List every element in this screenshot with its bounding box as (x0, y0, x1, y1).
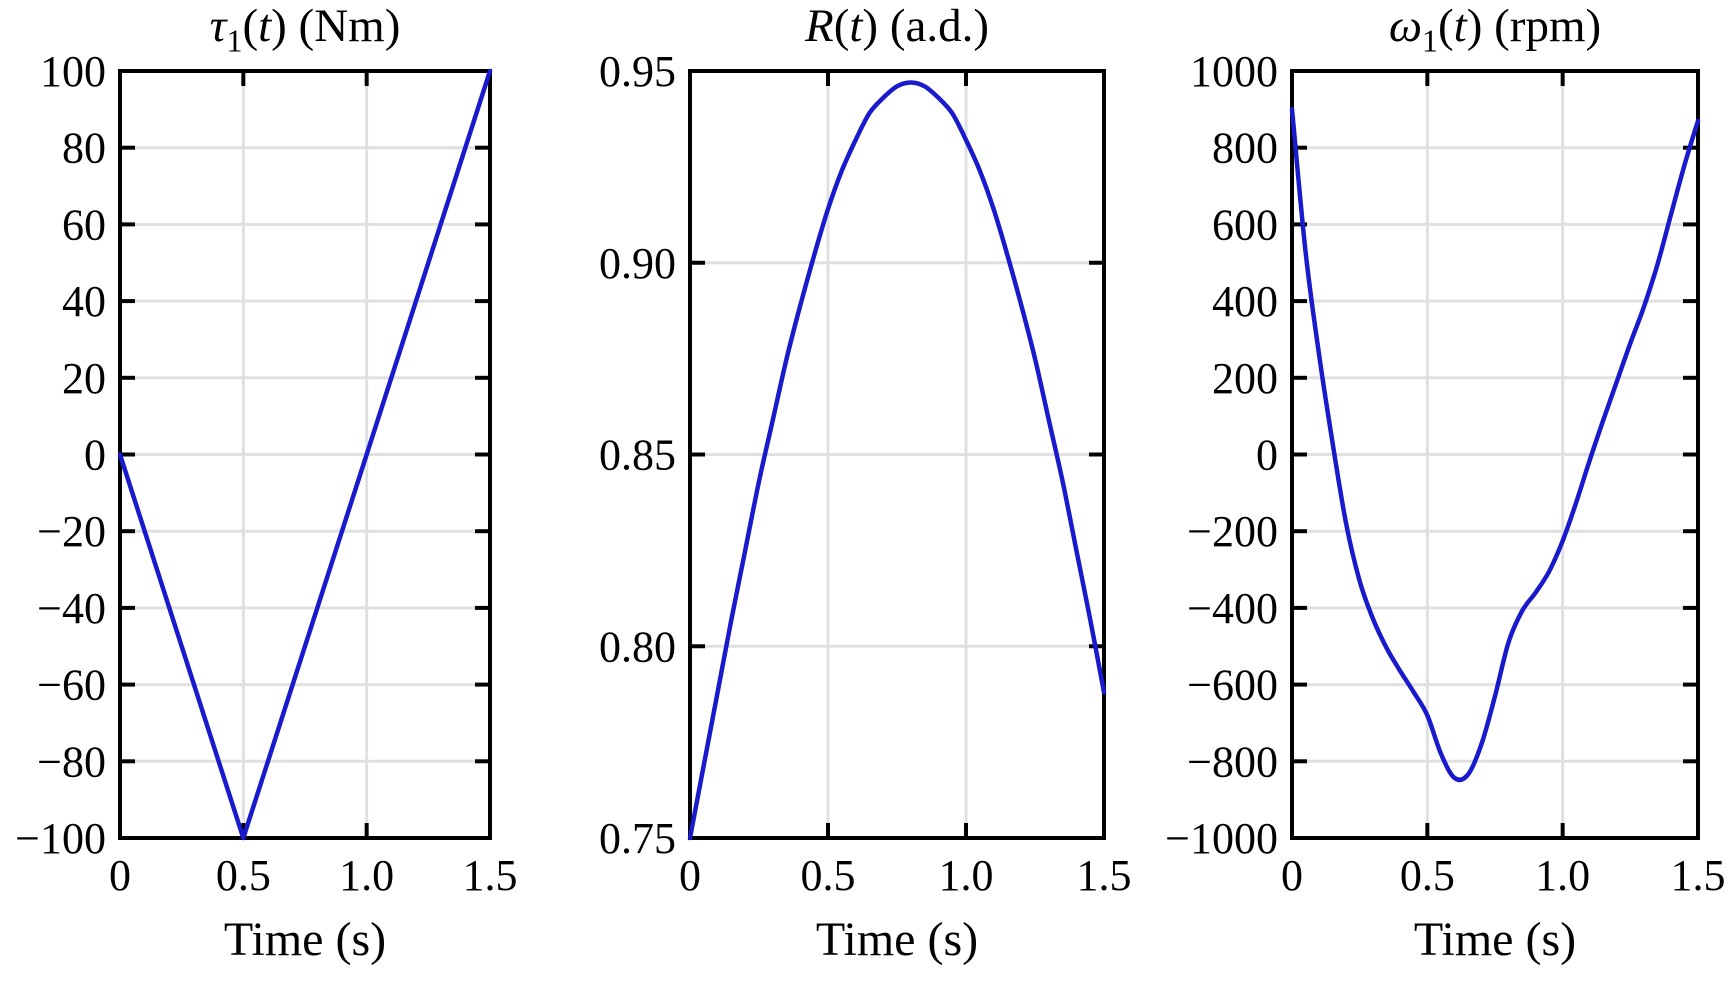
svg-text:0.5: 0.5 (1400, 851, 1455, 900)
tau1-gridlines (120, 71, 490, 838)
svg-text:−1000: −1000 (1165, 814, 1278, 863)
svg-text:60: 60 (62, 200, 106, 249)
svg-text:1.5: 1.5 (1077, 851, 1132, 900)
svg-text:−40: −40 (37, 584, 106, 633)
svg-text:−800: −800 (1187, 737, 1278, 786)
svg-text:40: 40 (62, 277, 106, 326)
plot1-title: τ1(t) (Nm) (209, 0, 401, 59)
svg-text:1.0: 1.0 (939, 851, 994, 900)
svg-text:0.75: 0.75 (599, 814, 676, 863)
svg-text:−60: −60 (37, 661, 106, 710)
svg-text:0.5: 0.5 (216, 851, 271, 900)
tau1-x-tick-labels: 0 0.5 1.0 1.5 (109, 851, 518, 900)
svg-text:−80: −80 (37, 737, 106, 786)
R-x-tick-labels: 0 0.5 1.0 1.5 (679, 851, 1132, 900)
plot2-x-axis-label: Time (s) (815, 913, 979, 966)
svg-text:0.5: 0.5 (801, 851, 856, 900)
svg-text:1.0: 1.0 (339, 851, 394, 900)
svg-text:400: 400 (1212, 277, 1278, 326)
svg-text:−20: −20 (37, 507, 106, 556)
svg-text:−100: −100 (15, 814, 106, 863)
svg-text:0: 0 (1281, 851, 1303, 900)
tau1-y-tick-labels: 100 80 60 40 20 0 −20 −40 −60 −80 −100 (15, 47, 106, 863)
plot2-title: R(t) (a.d.) (804, 0, 989, 52)
svg-text:100: 100 (40, 47, 106, 96)
svg-text:1.5: 1.5 (463, 851, 518, 900)
svg-text:800: 800 (1212, 124, 1278, 173)
svg-text:0.80: 0.80 (599, 622, 676, 671)
svg-text:1.0: 1.0 (1535, 851, 1590, 900)
svg-text:0.90: 0.90 (599, 239, 676, 288)
svg-text:0.85: 0.85 (599, 431, 676, 480)
svg-text:−400: −400 (1187, 584, 1278, 633)
svg-text:600: 600 (1212, 200, 1278, 249)
svg-text:200: 200 (1212, 354, 1278, 403)
plot3-title: ω1(t) (rpm) (1388, 0, 1602, 59)
omega1-series-line (1289, 107, 1701, 783)
R-series-line (687, 80, 1107, 841)
omega1-x-tick-labels: 0 0.5 1.0 1.5 (1281, 851, 1726, 900)
svg-text:0: 0 (679, 851, 701, 900)
R-gridlines (690, 71, 1104, 838)
plot1-x-axis-label: Time (s) (223, 913, 387, 966)
omega1-gridlines (1292, 71, 1698, 838)
svg-text:1000: 1000 (1190, 47, 1278, 96)
svg-text:1.5: 1.5 (1671, 851, 1726, 900)
svg-text:0.95: 0.95 (599, 47, 676, 96)
R-y-tick-labels: 0.95 0.90 0.85 0.80 0.75 (599, 47, 676, 863)
tau1-series-line (117, 68, 493, 841)
omega1-tick-marks (1290, 69, 1700, 840)
omega1-y-tick-labels: 1000 800 600 400 200 0 −200 −400 −600 −800 −1000 (1165, 47, 1278, 863)
svg-text:0: 0 (1256, 431, 1278, 480)
svg-text:20: 20 (62, 354, 106, 403)
svg-text:−200: −200 (1187, 507, 1278, 556)
svg-text:0: 0 (109, 851, 131, 900)
svg-text:0: 0 (84, 431, 106, 480)
svg-text:−600: −600 (1187, 661, 1278, 710)
plot3-x-axis-label: Time (s) (1413, 913, 1577, 966)
tau1-tick-marks (118, 69, 492, 840)
svg-text:80: 80 (62, 124, 106, 173)
